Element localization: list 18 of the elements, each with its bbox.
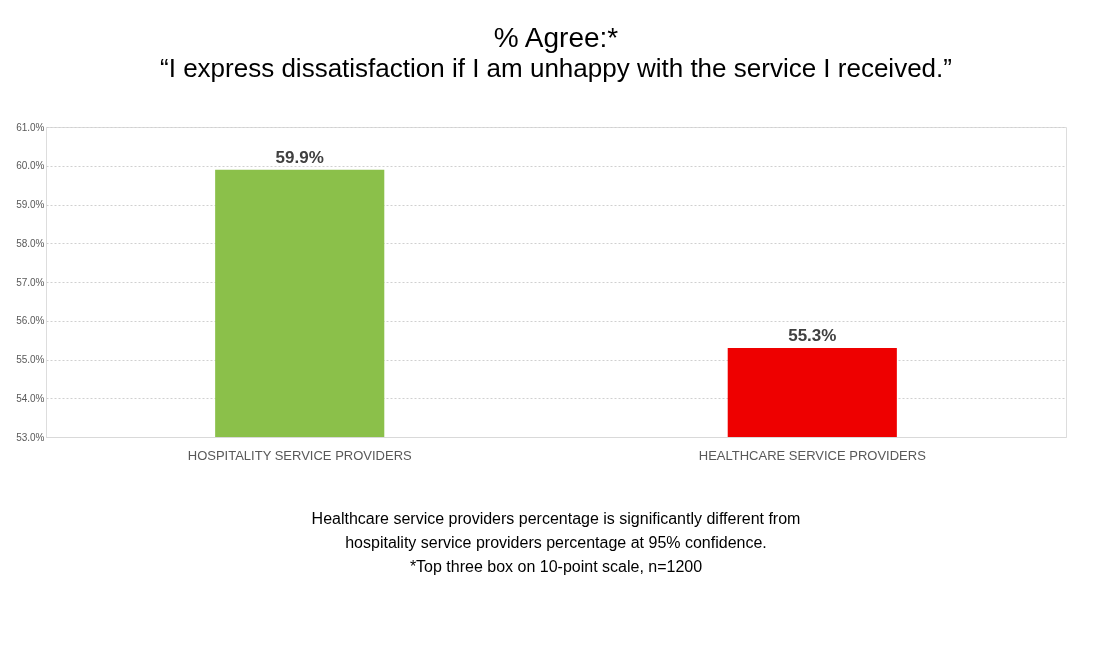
y-tick-label: 54.0% [16,392,45,404]
chart-subtitle: “I express dissatisfaction if I am unhappy with the service I received.” [160,53,952,83]
text: *Top three box on 10-point scale, n=1200 [409,558,703,575]
text: Healthcare service providers percentage is significantly different from [311,510,801,527]
x-tick-label: HOSPITALITY SERVICE PROVIDERS [187,447,413,463]
y-tick-label: 58.0% [16,237,45,249]
data-label: 55.3% [788,325,837,345]
y-tick-label: 56.0% [16,315,45,327]
chart-title: % Agree:* [493,22,619,53]
y-tick-label: 60.0% [16,160,45,172]
y-tick-label: 59.0% [16,199,45,210]
y-tick-label: 57.0% [16,276,45,288]
x-tick-label: HEALTHCARE SERVICE PROVIDERS [698,447,927,463]
y-tick-label: 61.0% [16,121,45,133]
data-label: 59.9% [275,147,324,167]
y-tick-label: 55.0% [16,354,45,365]
text: hospitality service providers percentage at 95% confidence. [345,534,767,551]
y-tick-label: 53.0% [16,431,45,443]
